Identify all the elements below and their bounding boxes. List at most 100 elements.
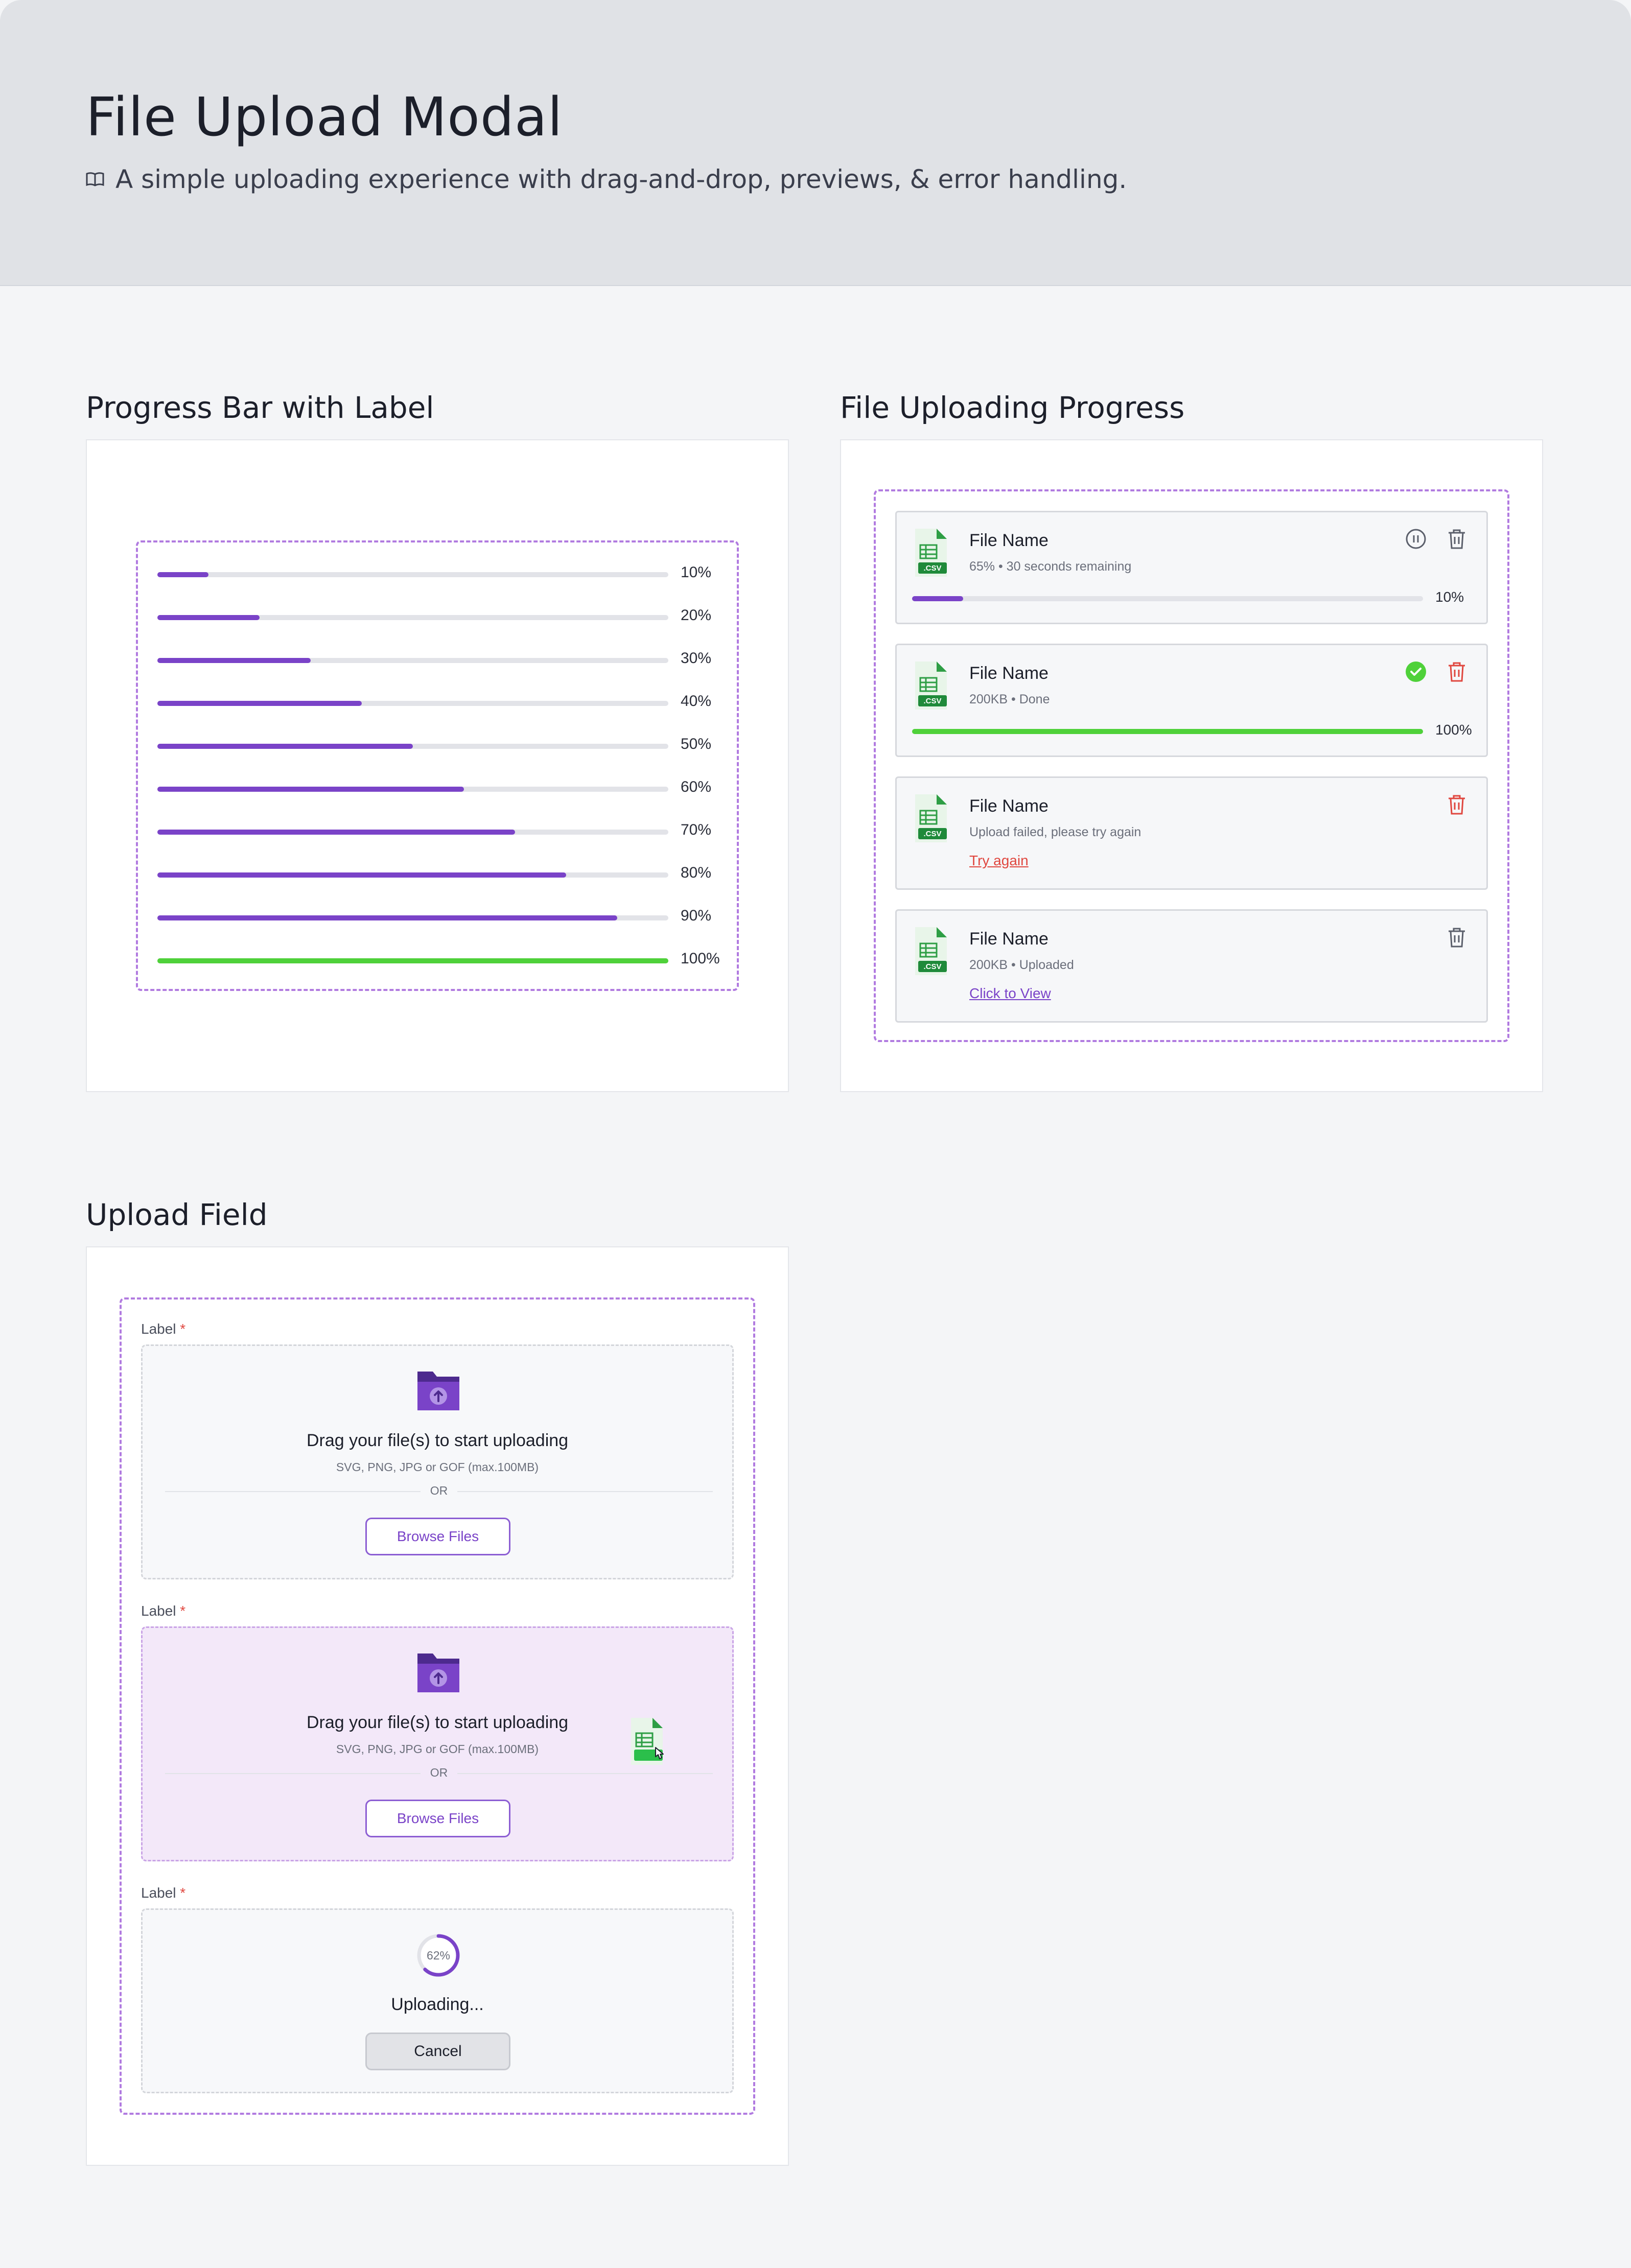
progress-track (157, 658, 668, 663)
progress-track (157, 787, 668, 792)
click-to-view-link[interactable]: Click to View (969, 985, 1051, 1001)
progress-bar-row: 100% (157, 950, 720, 971)
field-label: Label * (141, 1321, 186, 1337)
progress-fill (157, 787, 464, 792)
uploading-status: Uploading... (391, 1995, 484, 2014)
progress-track (157, 872, 668, 878)
file-item-done: .CSV File Name 200KB • Done 100% (895, 644, 1488, 757)
progress-label: 40% (681, 693, 712, 710)
file-name: File Name (969, 796, 1048, 816)
progress-bar-row: 70% (157, 821, 719, 842)
progress-label: 90% (681, 907, 712, 924)
browse-files-button[interactable]: Browse Files (365, 1518, 510, 1555)
progress-fill (157, 872, 566, 878)
trash-icon[interactable] (1444, 659, 1469, 684)
progress-fill (157, 615, 260, 620)
csv-badge-text: .CSV (923, 697, 941, 705)
progress-track (157, 701, 668, 706)
progress-label: 60% (681, 778, 712, 795)
progress-fill (157, 744, 413, 749)
csv-file-icon: .CSV (915, 927, 947, 975)
dropzone-formats: SVG, PNG, JPG or GOF (max.100MB) (336, 1742, 539, 1756)
csv-file-icon: .CSV (915, 662, 947, 710)
progress-track (157, 744, 668, 749)
file-progress-track (912, 596, 1423, 601)
dropzone-title: Drag your file(s) to start uploading (306, 1431, 569, 1450)
csv-file-icon: .CSV (915, 794, 947, 842)
trash-icon[interactable] (1444, 925, 1469, 950)
dropzone-title: Drag your file(s) to start uploading (306, 1713, 569, 1732)
dropzone-default[interactable]: Drag your file(s) to start uploading SVG… (141, 1344, 734, 1579)
progress-label: 50% (681, 736, 712, 752)
try-again-link[interactable]: Try again (969, 853, 1029, 868)
file-progress-fill (912, 729, 1423, 734)
section-title-upload: Upload Field (86, 1197, 268, 1232)
progress-track (157, 830, 668, 835)
or-divider: OR (165, 1484, 713, 1499)
or-text: OR (430, 1484, 448, 1497)
file-meta: 200KB • Uploaded (969, 958, 1074, 972)
upload-frame (120, 1297, 755, 2115)
upload-progress-ring (417, 1934, 460, 1977)
folder-upload-icon (417, 1372, 459, 1410)
progress-fill (157, 830, 515, 835)
progress-fill (157, 701, 362, 706)
folder-upload-icon (417, 1653, 459, 1692)
file-item-failed: .CSV File Name Upload failed, please try… (895, 776, 1488, 890)
dropzone-dragging[interactable]: Drag your file(s) to start uploading SVG… (141, 1626, 734, 1861)
field-label: Label * (141, 1603, 186, 1619)
progress-bar-row: 90% (157, 907, 719, 928)
progress-fill (157, 958, 668, 963)
dragged-csv-file-icon[interactable] (626, 1716, 672, 1767)
progress-label: 10% (681, 564, 712, 581)
progress-label: 100% (681, 950, 720, 967)
section-title-progress: Progress Bar with Label (86, 390, 434, 425)
upload-progress-label: 62% (426, 1948, 451, 1962)
progress-label: 20% (681, 607, 712, 624)
progress-fill (157, 658, 311, 663)
or-divider: OR (165, 1766, 713, 1781)
file-progress-track (912, 729, 1423, 734)
section-title-files: File Uploading Progress (840, 390, 1185, 425)
progress-track (157, 958, 668, 963)
progress-bar-row: 40% (157, 693, 719, 713)
progress-frame (136, 540, 739, 991)
dropzone-formats: SVG, PNG, JPG or GOF (max.100MB) (336, 1460, 539, 1474)
subtitle-row: A simple uploading experience with drag-… (86, 164, 1127, 194)
file-progress-label: 10% (1435, 589, 1464, 605)
check-circle-icon (1406, 662, 1426, 682)
file-meta: Upload failed, please try again (969, 825, 1141, 839)
file-name: File Name (969, 531, 1048, 550)
progress-bar-row: 20% (157, 607, 719, 627)
file-meta: 65% • 30 seconds remaining (969, 559, 1132, 574)
or-text: OR (430, 1766, 448, 1779)
progress-track (157, 915, 668, 920)
file-progress-label: 100% (1435, 722, 1472, 738)
file-progress-fill (912, 596, 963, 601)
trash-icon[interactable] (1444, 792, 1469, 817)
progress-label: 70% (681, 821, 712, 838)
csv-file-icon: .CSV (915, 529, 947, 577)
field-label: Label * (141, 1885, 186, 1901)
progress-label: 30% (681, 650, 712, 667)
csv-badge-text: .CSV (923, 564, 941, 573)
browse-files-button[interactable]: Browse Files (365, 1800, 510, 1837)
file-item-uploaded: .CSV File Name 200KB • Uploaded Click to… (895, 909, 1488, 1023)
progress-card (86, 439, 789, 1092)
pause-icon[interactable] (1404, 527, 1428, 551)
file-name: File Name (969, 664, 1048, 683)
cancel-button[interactable]: Cancel (365, 2033, 510, 2070)
book-icon (86, 172, 104, 186)
progress-bar-row: 30% (157, 650, 719, 670)
progress-fill (157, 915, 617, 920)
trash-icon[interactable] (1444, 527, 1469, 551)
page-header: File Upload Modal A simple uploading exp… (0, 0, 1631, 286)
files-frame (874, 489, 1509, 1042)
page-title: File Upload Modal (86, 86, 563, 148)
dropzone-uploading: 62% Uploading... Cancel (141, 1908, 734, 2093)
progress-track (157, 615, 668, 620)
page-subtitle: A simple uploading experience with drag-… (115, 164, 1127, 194)
progress-track (157, 572, 668, 577)
file-meta: 200KB • Done (969, 692, 1050, 706)
csv-badge-text: .CSV (923, 962, 941, 971)
